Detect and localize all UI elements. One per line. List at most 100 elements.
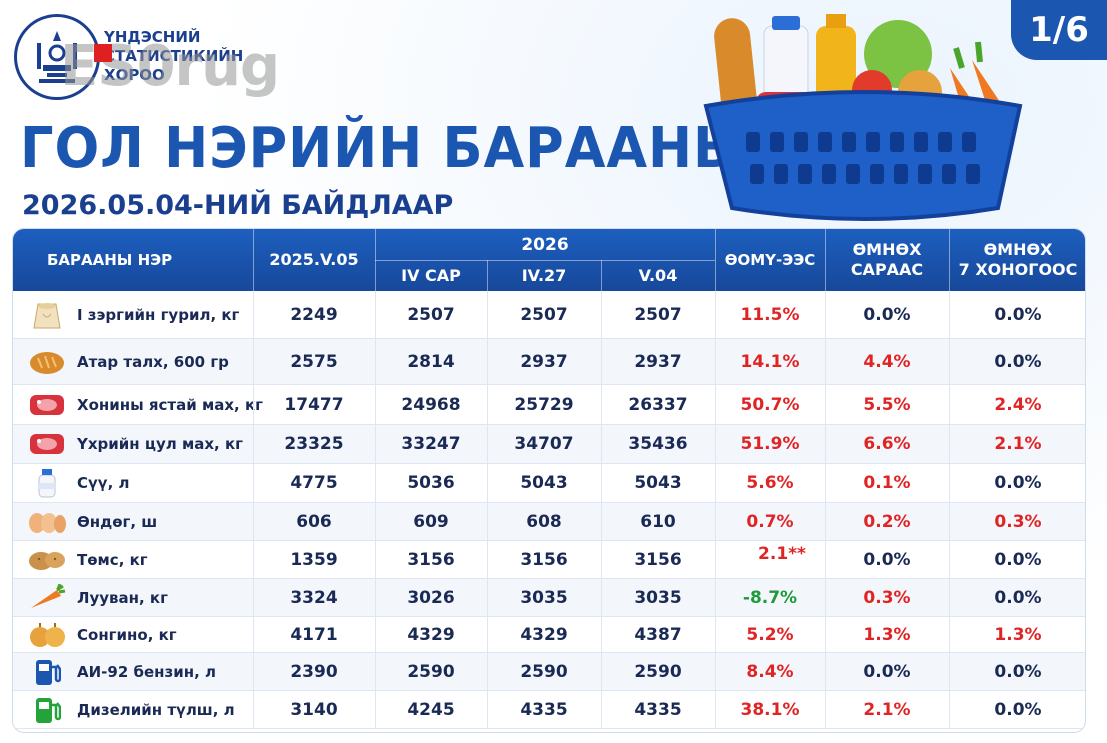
header-prev-month-line: САРААС xyxy=(850,260,924,279)
wow-change-cell: 0.0% xyxy=(994,351,1042,372)
wow-change-cell: 0.0% xyxy=(994,699,1042,720)
product-cell: АИ-92 бензин, л xyxy=(13,653,253,690)
product-name: Дизелийн түлш, л xyxy=(77,700,235,719)
product-cell: Атар талх, 600 гр xyxy=(13,339,253,384)
column-divider xyxy=(253,653,254,690)
april-price-cell: 4245 xyxy=(407,699,455,720)
column-divider xyxy=(375,691,376,728)
header-may-04: V.04 xyxy=(638,265,678,285)
april27-price-cell: 608 xyxy=(526,511,562,532)
org-name-line: ХОРОО xyxy=(104,66,165,84)
column-divider xyxy=(825,691,826,728)
product-name: Өндөг, ш xyxy=(77,512,158,531)
column-divider xyxy=(253,503,254,540)
wow-change-cell: 0.0% xyxy=(994,587,1042,608)
column-divider xyxy=(949,503,950,540)
wow-change-cell: 2.1% xyxy=(994,434,1042,454)
may04-price-cell: 4335 xyxy=(634,699,682,720)
table-row: Атар талх, 600 гр 2575 2814 2937 2937 14.1% 4.… xyxy=(13,339,1085,385)
april-price-cell: 33247 xyxy=(401,434,461,454)
mom-change-cell: 6.6% xyxy=(863,434,911,454)
table-row: Төмс, кг 1359 3156 3156 3156 2.1** 0.0% 0.0% xyxy=(13,541,1085,579)
column-divider xyxy=(825,385,826,424)
mom-change-cell: 0.0% xyxy=(863,661,911,682)
column-divider xyxy=(949,339,950,384)
product-cell: Сонгино, кг xyxy=(13,617,253,652)
table-row: Дизелийн түлш, л 3140 4245 4335 4335 38.1% 2.1… xyxy=(13,691,1085,729)
column-divider xyxy=(825,541,826,578)
product-name: Сүү, л xyxy=(77,474,130,492)
base-price-cell: 17477 xyxy=(284,394,344,415)
column-divider xyxy=(375,425,376,463)
column-divider xyxy=(253,579,254,616)
april-price-cell: 4329 xyxy=(407,624,455,645)
org-name-line: СТАТИСТИКИЙН xyxy=(104,47,244,65)
product-cell: Үхрийн цул мах, кг xyxy=(13,425,253,463)
yoy-change-cell: 11.5% xyxy=(740,304,800,325)
yoy-change-cell: 51.9% xyxy=(740,434,800,454)
grocery-basket-icon xyxy=(703,14,1023,221)
product-cell: I зэргийн гурил, кг xyxy=(13,291,253,338)
april27-price-cell: 4335 xyxy=(520,699,568,720)
product-cell: Дизелийн түлш, л xyxy=(13,691,253,728)
yoy-change-value: 2.1** xyxy=(758,543,806,564)
column-divider xyxy=(601,339,602,384)
column-divider xyxy=(825,617,826,652)
header-yoy: ӨОМҮ-ЭЭС xyxy=(724,251,816,269)
watermark: ES0rug xyxy=(60,34,280,99)
yoy-change-cell: 2.1** xyxy=(715,541,825,578)
column-divider xyxy=(601,464,602,502)
column-divider xyxy=(487,291,488,338)
column-divider xyxy=(375,339,376,384)
column-divider xyxy=(949,653,950,690)
column-divider xyxy=(253,691,254,728)
column-divider xyxy=(715,503,716,540)
price-table: БАРААНЫ НЭР 2025.V.05 2026 IV САР IV.27 … xyxy=(12,228,1086,733)
table-body: I зэргийн гурил, кг 2249 2507 2507 2507 11.5%… xyxy=(13,291,1085,729)
header-product-name: БАРААНЫ НЭР xyxy=(47,251,173,269)
april-price-cell: 24968 xyxy=(401,394,461,415)
org-name-line: ҮНДЭСНИЙ xyxy=(104,28,201,46)
product-cell: Сүү, л xyxy=(13,464,253,502)
april-price-cell: 2590 xyxy=(407,661,455,682)
table-row: I зэргийн гурил, кг 2249 2507 2507 2507 11.5%… xyxy=(13,291,1085,339)
column-divider xyxy=(375,617,376,652)
product-name: АИ-92 бензин, л xyxy=(77,662,216,681)
april-price-cell: 3026 xyxy=(407,587,455,608)
base-price-cell: 3140 xyxy=(290,699,338,720)
product-cell: Өндөг, ш xyxy=(13,503,253,540)
column-divider xyxy=(487,653,488,690)
base-price-cell: 1359 xyxy=(290,549,338,570)
base-price-cell: 606 xyxy=(296,511,332,532)
column-divider xyxy=(253,339,254,384)
column-divider xyxy=(601,291,602,338)
header-prev-month-line: ӨМНӨХ xyxy=(852,240,922,259)
column-divider xyxy=(375,653,376,690)
column-divider xyxy=(487,385,488,424)
yoy-change-cell: 14.1% xyxy=(740,351,800,372)
column-divider xyxy=(715,579,716,616)
column-divider xyxy=(375,385,376,424)
product-name: Лууван, кг xyxy=(77,588,168,607)
product-cell: Лууван, кг xyxy=(13,579,253,616)
column-divider xyxy=(825,653,826,690)
may04-price-cell: 2590 xyxy=(634,661,682,682)
april27-price-cell: 5043 xyxy=(520,473,568,493)
wow-change-cell: 2.4% xyxy=(994,394,1042,415)
product-cell: Төмс, кг xyxy=(13,541,253,578)
meat-icon xyxy=(27,390,67,420)
table-row: Сонгино, кг 4171 4329 4329 4387 5.2% 1.3% 1.3% xyxy=(13,617,1085,653)
table-row: Лууван, кг 3324 3026 3035 3035 -8.7% 0.3% 0.0% xyxy=(13,579,1085,617)
yoy-change-cell: 5.6% xyxy=(746,473,794,493)
product-cell: Хонины ястай мах, кг xyxy=(13,385,263,424)
header-prev-month: ӨМНӨХ САРААС xyxy=(825,229,949,291)
column-divider xyxy=(253,617,254,652)
may04-price-cell: 3035 xyxy=(634,587,682,608)
header-prev-week-line: ӨМНӨХ xyxy=(983,240,1053,259)
carrot-icon xyxy=(27,583,67,613)
watermark-red-square xyxy=(94,44,112,62)
column-divider xyxy=(253,464,254,502)
column-divider xyxy=(825,503,826,540)
column-divider xyxy=(375,579,376,616)
column-divider xyxy=(949,464,950,502)
